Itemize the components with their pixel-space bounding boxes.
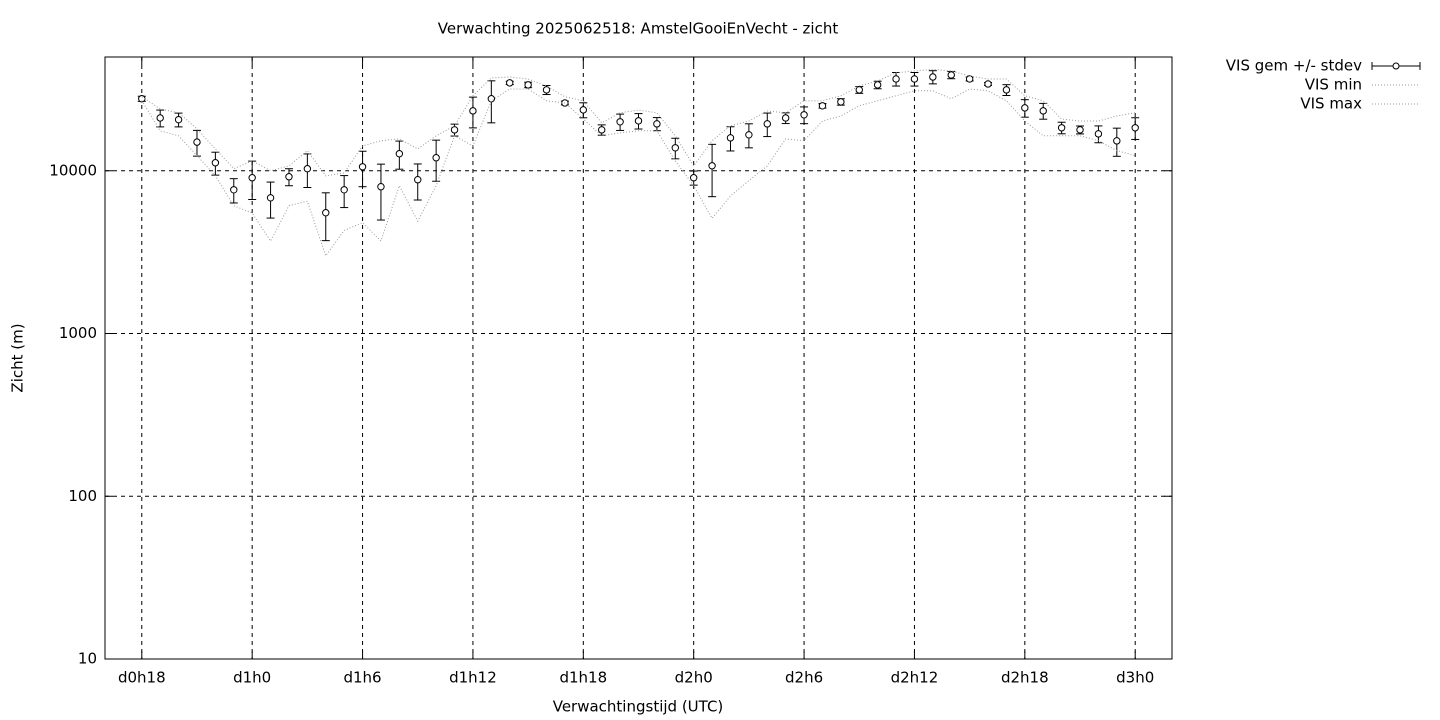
point — [671, 144, 679, 152]
point — [450, 126, 459, 134]
x-tick-label: d2h0 — [675, 669, 713, 687]
point — [598, 126, 606, 134]
point — [266, 194, 275, 202]
plot-frame — [104, 56, 1173, 660]
point — [873, 81, 882, 89]
legend-label: VIS min — [1305, 76, 1362, 94]
point — [1131, 124, 1139, 132]
y-tick-label: 10 — [78, 650, 97, 668]
point — [800, 111, 808, 119]
point — [579, 106, 588, 114]
point — [708, 162, 716, 170]
point — [561, 99, 569, 107]
point — [340, 186, 348, 194]
point — [947, 71, 955, 79]
point — [395, 150, 404, 158]
point — [892, 75, 900, 83]
legend-swatch — [1392, 62, 1400, 70]
range-line — [141, 88, 1136, 257]
x-tick-label: d3h0 — [1116, 669, 1154, 687]
point — [211, 159, 220, 167]
point — [745, 131, 753, 139]
point — [377, 183, 385, 191]
point — [1076, 126, 1084, 134]
x-tick-label: d2h12 — [891, 669, 939, 687]
point — [303, 165, 312, 173]
point — [653, 120, 661, 128]
x-tick-label: d1h12 — [449, 669, 497, 687]
point — [1039, 107, 1047, 115]
point — [156, 114, 164, 122]
y-tick-label: 1000 — [59, 324, 97, 342]
x-tick-label: d1h18 — [559, 669, 607, 687]
point — [524, 81, 532, 89]
point — [984, 80, 992, 88]
point — [469, 107, 477, 115]
point — [1002, 86, 1011, 94]
point — [174, 115, 183, 124]
legend-label: VIS gem +/- stdev — [1226, 57, 1362, 75]
point — [837, 98, 845, 106]
point — [542, 86, 551, 94]
point — [414, 176, 422, 184]
point — [506, 79, 514, 87]
chart-title: Verwachting 2025062518: AmstelGooiEnVech… — [438, 20, 839, 38]
point — [965, 75, 974, 83]
point — [322, 209, 330, 217]
point — [1057, 124, 1066, 132]
point — [285, 173, 293, 181]
x-tick-label: d0h18 — [118, 669, 166, 687]
point — [616, 118, 624, 126]
x-tick-label: d1h0 — [233, 669, 271, 687]
point — [781, 114, 790, 122]
point — [1113, 137, 1121, 145]
error-bar — [376, 163, 385, 221]
point — [726, 134, 735, 142]
point — [1021, 104, 1029, 112]
y-tick-label: 10000 — [49, 161, 97, 179]
x-tick-label: d2h6 — [785, 669, 823, 687]
point — [634, 117, 643, 125]
point — [763, 120, 771, 128]
point — [193, 138, 201, 146]
error-bar — [708, 143, 717, 198]
point — [818, 102, 827, 110]
x-tick-label: d1h6 — [343, 669, 381, 687]
point — [929, 73, 937, 81]
point — [358, 163, 367, 171]
point — [248, 174, 256, 182]
point — [432, 154, 440, 162]
point — [910, 75, 919, 83]
point — [487, 95, 496, 103]
x-tick-label: d2h18 — [1001, 669, 1049, 687]
point — [230, 186, 238, 194]
x-axis-label: Verwachtingstijd (UTC) — [553, 698, 724, 716]
legend-label: VIS max — [1300, 95, 1362, 113]
point — [855, 86, 863, 94]
y-tick-label: 100 — [68, 487, 97, 505]
error-bar — [321, 192, 330, 242]
y-axis-label: Zicht (m) — [9, 323, 27, 392]
point — [1094, 130, 1103, 138]
point — [689, 174, 698, 182]
